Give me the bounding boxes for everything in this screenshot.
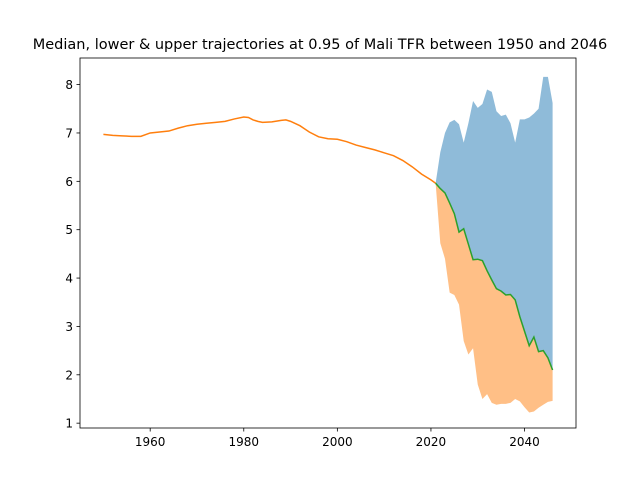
y-tick-label: 1 <box>65 417 73 431</box>
median-line <box>435 182 554 371</box>
historical-line <box>103 116 437 184</box>
axes-frame <box>79 57 577 429</box>
upper-band-area <box>435 76 553 370</box>
x-tick-label: 2000 <box>322 435 353 449</box>
y-tick-label: 6 <box>65 175 73 189</box>
y-tick-label: 4 <box>65 272 73 286</box>
x-tick-label: 1960 <box>135 435 166 449</box>
y-tick-label: 7 <box>65 126 73 140</box>
x-tick-label: 1980 <box>229 435 260 449</box>
plot-area <box>103 76 554 413</box>
y-tick-label: 8 <box>65 78 73 92</box>
x-axis: 1960 1980 2000 2020 2040 <box>135 428 540 449</box>
y-tick-label: 2 <box>65 368 73 382</box>
lower-band-area <box>435 183 553 413</box>
y-axis: 1 2 3 4 5 6 7 8 <box>65 78 80 431</box>
chart-title: Median, lower & upper trajectories at 0.… <box>33 37 608 53</box>
y-tick-label: 5 <box>65 223 73 237</box>
y-tick-label: 3 <box>65 320 73 334</box>
x-tick-label: 2020 <box>416 435 447 449</box>
x-tick-label: 2040 <box>509 435 540 449</box>
